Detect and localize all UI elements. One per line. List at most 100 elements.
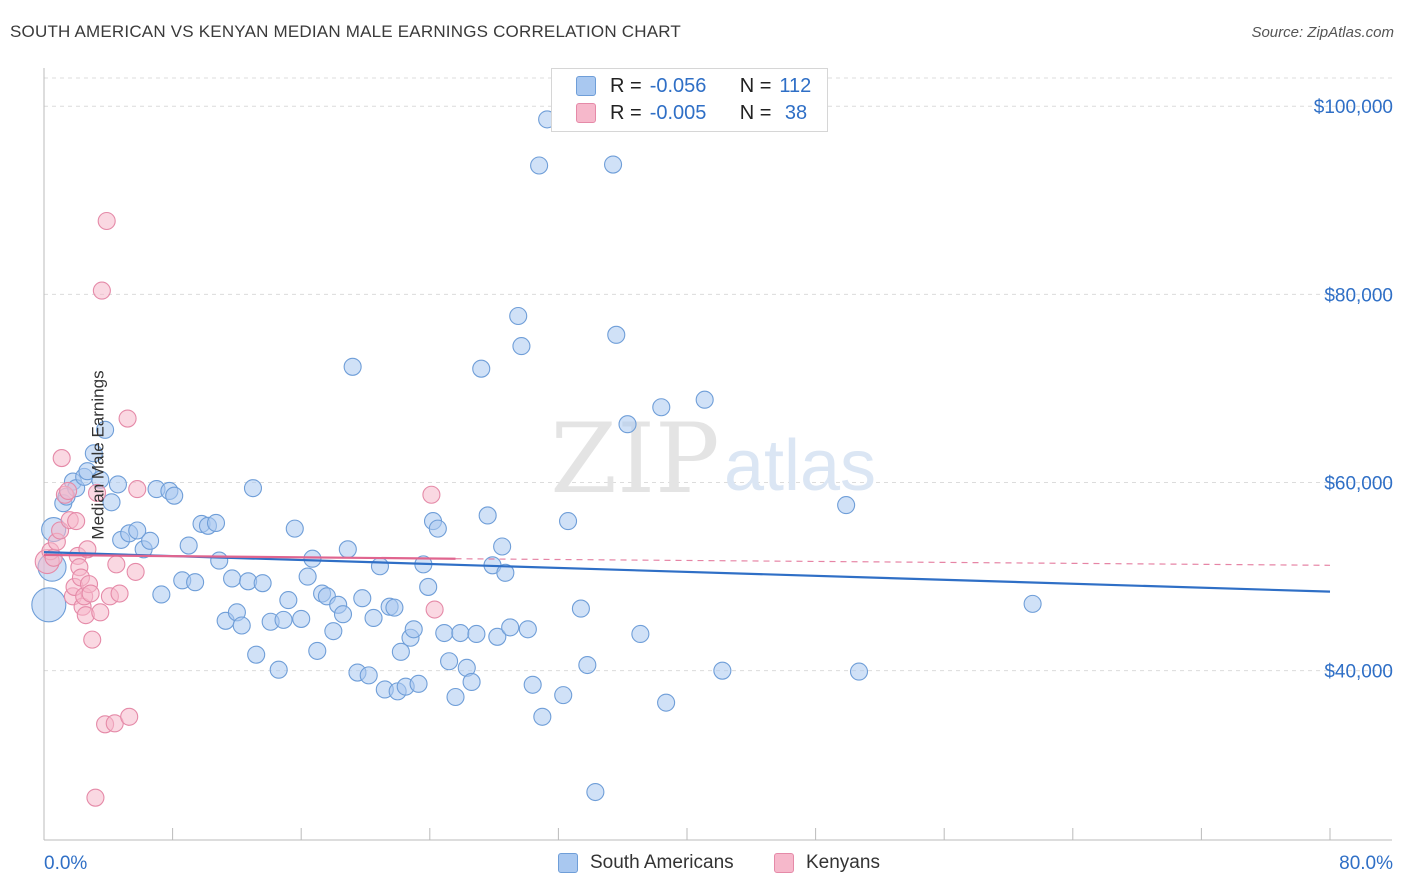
legend-label: Kenyans [806, 852, 880, 873]
legend-row-kenyans: R = -0.005 N = 38 [576, 100, 807, 126]
r-value: -0.005 [649, 101, 707, 124]
source-label: Source: ZipAtlas.com [1251, 24, 1394, 41]
south-american-point [435, 623, 454, 643]
south-american-point [31, 587, 67, 623]
south-american-point [523, 675, 542, 694]
south-american-point [253, 574, 272, 593]
y-tick-label: $100,000 [1314, 97, 1393, 118]
south-american-point [631, 624, 650, 644]
south-american-point [488, 627, 507, 646]
south-american-point [571, 599, 590, 618]
n-label: N = [739, 101, 772, 124]
data-points [31, 110, 1042, 807]
south-american-point [108, 475, 127, 494]
south-american-point [269, 660, 288, 679]
south-american-point [451, 623, 470, 643]
kenyan-point [107, 555, 126, 574]
n-value: 38 [779, 101, 808, 124]
south-american-point [279, 591, 298, 610]
south-american-point [1023, 594, 1042, 613]
south-american-point [512, 337, 531, 356]
axes [43, 68, 1392, 841]
south-american-point [243, 479, 263, 498]
watermark: ZIP atlas [550, 403, 876, 515]
y-tick-label: $40,000 [1324, 662, 1393, 683]
south-american-point [206, 513, 226, 533]
south-american-point [338, 540, 357, 559]
south-american-point [472, 359, 491, 378]
south-american-point [713, 661, 732, 680]
blue-swatch [558, 853, 578, 873]
legend-item-south-americans[interactable]: South Americans [558, 852, 734, 874]
south-american-point [298, 567, 317, 586]
south-american-point [657, 693, 676, 712]
blue-swatch [576, 76, 596, 96]
south-american-point [652, 398, 671, 417]
south-american-point [558, 512, 578, 531]
south-american-point [467, 624, 486, 644]
south-american-point [501, 618, 520, 637]
trend-lines [43, 551, 1331, 593]
watermark-atlas: atlas [724, 426, 876, 506]
legend-label: South Americans [590, 852, 734, 873]
pink-swatch [576, 103, 596, 123]
r-label: R = [610, 74, 642, 97]
r-label: R = [610, 101, 642, 124]
south-american-point [695, 390, 714, 409]
south-american-point [84, 444, 103, 463]
south-american-point [385, 598, 404, 617]
south-american-point [518, 620, 537, 639]
south-american-point [462, 672, 481, 692]
trend-line-south-americans [43, 551, 1331, 593]
n-label: N = [739, 74, 772, 97]
south-american-point [440, 652, 459, 671]
south-american-point [128, 521, 147, 540]
x-tick-label: 80.0% [1339, 853, 1393, 874]
south-american-point [530, 156, 549, 175]
kenyan-point [83, 630, 102, 649]
kenyan-point [110, 584, 129, 603]
south-american-point [428, 519, 447, 538]
south-american-point [152, 585, 171, 604]
south-american-point [353, 589, 372, 608]
south-american-point [496, 563, 515, 582]
south-american-point [618, 415, 637, 434]
south-american-point [419, 577, 438, 596]
chart-title: SOUTH AMERICAN VS KENYAN MEDIAN MALE EAR… [10, 22, 681, 41]
trend-line-kenyans [43, 553, 456, 560]
kenyan-point [81, 584, 100, 603]
south-american-point [223, 569, 242, 588]
south-american-point [179, 536, 198, 555]
kenyan-point [422, 485, 441, 504]
south-american-point [359, 666, 378, 685]
south-american-point [409, 674, 428, 693]
south-american-point [849, 662, 869, 681]
kenyan-point [425, 600, 444, 619]
south-american-point [324, 622, 343, 641]
south-american-point [186, 573, 205, 592]
pink-swatch [774, 853, 794, 873]
y-tick-label: $80,000 [1324, 285, 1393, 306]
south-american-point [285, 519, 304, 538]
south-american-point [604, 155, 623, 174]
series-legend: South Americans Kenyans [0, 852, 1406, 878]
south-american-point [493, 537, 512, 556]
south-american-point [607, 325, 626, 344]
kenyan-point [52, 449, 71, 468]
legend-row-south-americans: R = -0.056 N = 112 [576, 73, 811, 99]
south-american-point [586, 782, 605, 802]
tick-labels: $40,000 $60,000 $80,000 $100,000 0.0% 80.0% [44, 97, 1393, 874]
south-american-point [578, 655, 597, 675]
x-tick-label: 0.0% [44, 853, 87, 874]
south-american-point [333, 605, 353, 624]
kenyan-point [126, 562, 145, 581]
south-american-point [210, 551, 229, 570]
legend-item-kenyans[interactable]: Kenyans [774, 852, 880, 874]
south-american-point [509, 306, 528, 326]
trend-line-kenyans-extension [455, 558, 1331, 566]
south-american-point [141, 531, 160, 550]
kenyan-point [86, 788, 105, 807]
n-value: 112 [779, 74, 812, 97]
south-american-point [165, 486, 184, 505]
